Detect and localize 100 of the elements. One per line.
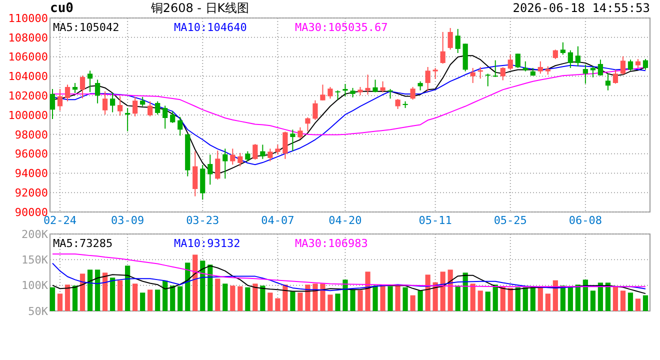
candlestick <box>470 67 476 84</box>
candlestick <box>620 56 626 76</box>
candlestick <box>612 69 618 84</box>
candlestick <box>312 100 318 120</box>
candlestick <box>162 105 168 130</box>
y-tick-label: 200K <box>22 228 48 241</box>
candlestick <box>432 67 438 80</box>
y-tick-label: 106000 <box>8 50 48 64</box>
x-tick-label: 03-09 <box>111 214 144 227</box>
text: MA30:106983 <box>295 236 368 250</box>
candlestick <box>455 28 460 54</box>
candlestick <box>118 96 123 116</box>
candlestick <box>492 60 498 78</box>
candlestick <box>320 84 326 101</box>
y-tick-label: 98000 <box>14 128 48 142</box>
candlestick <box>230 148 236 166</box>
y-tick-label: 92000 <box>14 186 48 200</box>
candlestick <box>605 73 611 91</box>
candlestick <box>57 88 63 112</box>
text: MA5:73285 <box>53 236 113 250</box>
candlestick <box>102 90 108 116</box>
candlestick <box>552 49 558 60</box>
candlestick <box>485 73 490 87</box>
y-tick-label: 94000 <box>14 167 48 180</box>
candlestick <box>94 79 100 104</box>
candlestick <box>440 31 446 64</box>
candlestick <box>148 100 153 117</box>
candlestick <box>380 80 386 93</box>
candlestick <box>575 46 580 67</box>
candlestick <box>87 70 93 93</box>
candlestick <box>395 98 400 110</box>
y-tick-label: 96000 <box>14 148 48 161</box>
candlestick <box>305 116 310 132</box>
candlestick <box>372 79 378 93</box>
text: MA10:104640 <box>174 20 247 34</box>
candlestick <box>298 126 303 140</box>
x-tick-label: 03-23 <box>186 214 220 227</box>
candlestick <box>582 64 588 84</box>
text: 2026-06-18 14:55:53 <box>512 1 650 15</box>
y-tick-label: 102000 <box>8 89 48 102</box>
candlestick <box>335 90 340 100</box>
candlestick <box>178 116 183 136</box>
x-tick-label: 05-25 <box>494 214 527 227</box>
y-tick-label: 100K <box>22 279 48 292</box>
candlestick <box>568 50 573 68</box>
y-tick-label: 104000 <box>8 70 48 84</box>
x-tick-label: 04-07 <box>261 214 294 227</box>
candlestick <box>560 42 566 56</box>
y-tick-label: 110000 <box>8 12 48 25</box>
candlestick <box>260 144 266 160</box>
candlestick <box>268 148 273 162</box>
chart-title: 铜2608 - 日K线图 <box>150 1 250 15</box>
candlestick <box>282 131 288 160</box>
text: cu0 <box>50 1 74 16</box>
x-tick-label: 05-11 <box>418 214 452 227</box>
text: MA30:105035.67 <box>295 20 388 34</box>
candlestick <box>522 60 528 72</box>
candlestick <box>425 66 430 92</box>
candlestick <box>500 66 506 81</box>
candlestick <box>418 80 423 91</box>
candlestick <box>598 59 604 76</box>
candlestick <box>448 27 453 50</box>
y-tick-label: 150K <box>22 254 48 267</box>
candlestick <box>642 58 648 70</box>
candlestick <box>64 84 70 102</box>
candlestick <box>170 110 176 124</box>
candlestick <box>275 144 280 156</box>
candlestick <box>365 74 370 96</box>
y-tick-label: 108000 <box>8 31 48 44</box>
candlestick <box>50 88 56 120</box>
candlestick <box>215 150 220 180</box>
candlestick <box>238 152 243 167</box>
candlestick <box>208 154 213 186</box>
candlestick <box>252 144 258 160</box>
candlestick <box>328 86 333 100</box>
text: MA10:93132 <box>174 236 240 250</box>
candlestick <box>342 83 348 97</box>
candlestick <box>410 86 416 100</box>
candlestick <box>538 60 543 74</box>
y-tick-label: 100000 <box>8 108 48 122</box>
candlestick <box>110 92 116 113</box>
candlestick <box>192 150 198 197</box>
candlestick <box>350 87 356 98</box>
candlestick <box>222 148 228 180</box>
candlestick <box>132 96 138 117</box>
x-tick-label: 04-20 <box>328 214 362 227</box>
x-tick-label: 06-08 <box>568 214 602 227</box>
text: MA5:105042 <box>53 20 120 34</box>
candlestick <box>155 100 160 116</box>
candlestick <box>590 66 596 78</box>
candlestick <box>515 53 520 68</box>
line-series <box>52 254 646 288</box>
candlestick <box>72 82 78 94</box>
candlestick <box>628 59 634 72</box>
candlestick <box>245 150 250 162</box>
candlestick <box>508 54 513 70</box>
candlestick <box>290 129 296 152</box>
y-tick-label: 50K <box>28 304 48 318</box>
candlestick <box>80 75 86 99</box>
candlestick <box>140 96 146 107</box>
